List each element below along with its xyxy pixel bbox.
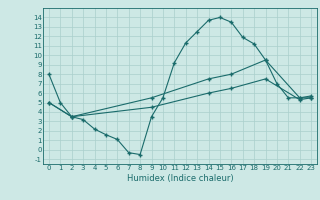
X-axis label: Humidex (Indice chaleur): Humidex (Indice chaleur): [127, 174, 233, 183]
